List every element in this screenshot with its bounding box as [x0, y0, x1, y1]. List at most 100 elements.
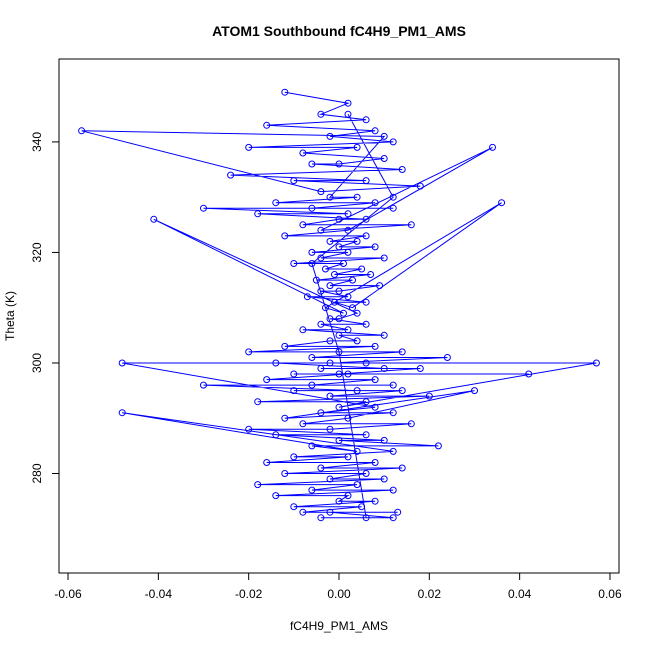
data-point	[362, 232, 370, 240]
data-point	[353, 237, 361, 245]
data-point	[299, 508, 307, 516]
data-point	[398, 166, 406, 173]
data-point	[389, 409, 397, 417]
data-point	[344, 370, 352, 378]
data-point	[344, 414, 352, 422]
data-point	[308, 248, 316, 256]
data-point	[362, 514, 370, 522]
data-point	[425, 392, 433, 400]
data-point	[317, 320, 325, 328]
data-point	[349, 304, 356, 312]
data-point	[353, 387, 361, 395]
data-point	[389, 193, 397, 201]
data-point	[272, 199, 280, 207]
data-point	[416, 365, 424, 372]
data-point	[335, 331, 343, 339]
data-point	[416, 182, 424, 190]
data-point	[362, 215, 370, 223]
data-point	[317, 254, 325, 262]
data-point	[371, 497, 379, 505]
data-point	[394, 508, 402, 516]
data-point	[353, 447, 361, 455]
data-point	[344, 226, 352, 234]
data-point	[592, 359, 600, 367]
data-point	[308, 160, 316, 168]
data-point	[344, 99, 352, 107]
data-point	[498, 199, 506, 207]
data-point	[380, 436, 388, 444]
data-point	[308, 354, 316, 361]
data-point	[389, 447, 397, 455]
data-point	[331, 271, 338, 278]
data-point	[312, 276, 320, 284]
data-point	[389, 204, 397, 212]
data-point	[362, 116, 370, 124]
data-point	[150, 215, 158, 223]
data-point	[362, 359, 370, 367]
data-point	[290, 387, 298, 395]
data-point	[322, 265, 329, 273]
data-point	[349, 276, 356, 284]
data-point	[398, 348, 406, 356]
data-point	[380, 155, 388, 162]
data-point	[344, 210, 352, 218]
x-axis: -0.06 -0.04 -0.02 0.00 0.02 0.04 0.06	[54, 572, 622, 601]
data-point	[118, 359, 126, 367]
data-point	[303, 293, 311, 301]
y-tick-label: 280	[30, 463, 44, 483]
data-point	[326, 508, 334, 516]
data-point	[380, 331, 388, 339]
data-point	[362, 431, 370, 439]
data-point	[371, 199, 379, 207]
data-point	[353, 193, 361, 201]
data-point	[353, 481, 361, 489]
data-point	[362, 398, 370, 406]
data-point	[290, 177, 298, 185]
data-point	[245, 143, 253, 151]
data-point	[308, 486, 316, 494]
data-point	[335, 403, 343, 411]
data-point	[340, 309, 347, 317]
data-point	[317, 226, 325, 234]
data-point	[344, 248, 352, 256]
data-point	[290, 453, 298, 461]
data-point	[380, 132, 388, 140]
data-point	[272, 359, 280, 367]
x-tick-label: 0.04	[508, 587, 532, 601]
data-point	[471, 387, 478, 395]
data-point	[340, 260, 347, 267]
data-point	[254, 481, 262, 489]
data-point	[299, 149, 307, 157]
x-tick-label: 0.00	[327, 587, 351, 601]
data-point	[308, 381, 316, 389]
data-point	[281, 470, 289, 477]
data-point	[389, 381, 397, 389]
data-point	[272, 492, 280, 500]
data-point	[335, 243, 343, 251]
data-point	[281, 414, 289, 422]
y-axis-label: Theta (K)	[3, 291, 17, 341]
y-tick-label: 340	[30, 132, 44, 152]
data-point	[335, 497, 343, 505]
data-point	[389, 138, 397, 146]
data-point	[326, 132, 334, 140]
data-point	[362, 470, 370, 477]
data-point	[299, 420, 307, 428]
data-point	[317, 287, 325, 295]
data-point	[326, 359, 334, 367]
data-point	[367, 271, 375, 278]
data-point	[326, 475, 334, 483]
data-point	[272, 431, 280, 439]
data-point	[281, 232, 289, 240]
data-point	[358, 503, 366, 511]
data-point	[389, 514, 397, 522]
data-point	[290, 260, 298, 267]
data-point	[317, 464, 325, 472]
data-point	[254, 398, 262, 406]
data-point	[78, 127, 86, 135]
chart-title: ATOM1 Southbound fC4H9_PM1_AMS	[212, 23, 466, 39]
data-point	[245, 348, 253, 356]
data-point	[376, 282, 384, 290]
data-point	[317, 110, 325, 118]
